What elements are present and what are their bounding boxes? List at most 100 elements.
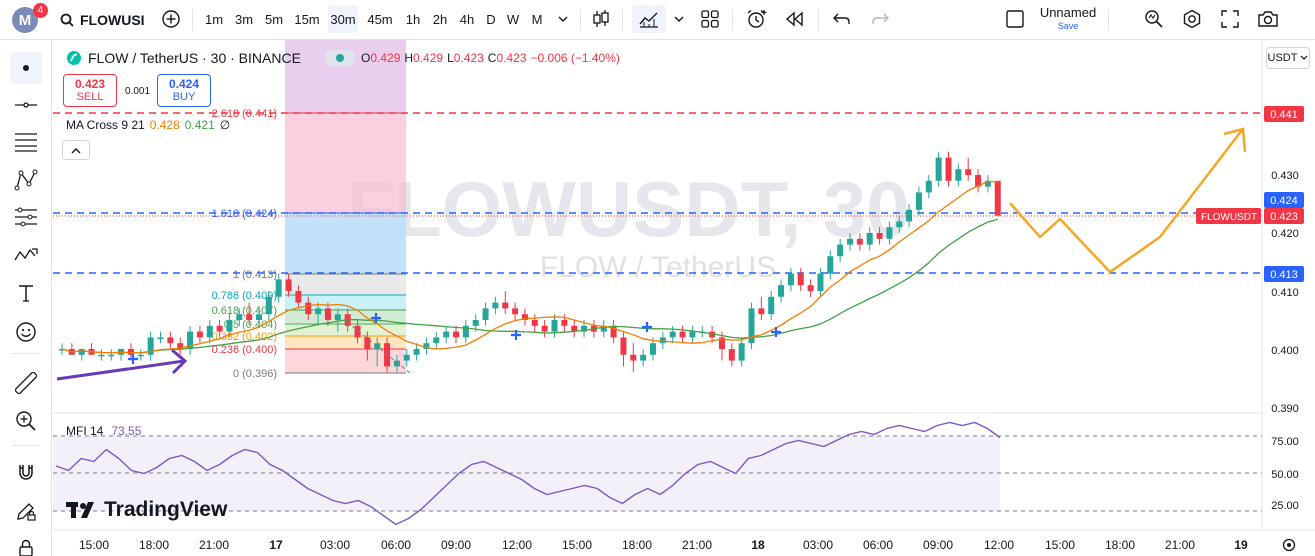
interval-45m[interactable]: 45m	[367, 11, 393, 27]
interval-1m[interactable]: 1m	[204, 11, 224, 27]
purple-trend-arrow[interactable]	[56, 348, 188, 381]
mfi-legend[interactable]: MFI 14 73.55	[66, 424, 141, 438]
interval-3m[interactable]: 3m	[234, 11, 254, 27]
magnet-icon	[19, 465, 33, 480]
candle	[837, 238, 844, 262]
price-axis[interactable]: 0.430 0.420 0.410 0.400 0.390	[1271, 170, 1299, 415]
interval-D[interactable]: D	[486, 11, 496, 27]
candle	[88, 343, 95, 355]
candle	[965, 157, 972, 181]
candle	[787, 267, 794, 291]
interval-dropdown[interactable]	[553, 0, 573, 38]
alert-button[interactable]	[742, 0, 772, 38]
interval-W[interactable]: W	[506, 11, 520, 27]
time-axis[interactable]: 15:00 18:00 21:00 17 03:00 06:00 09:00 12:00 15:…	[79, 538, 1248, 552]
ma-cross-legend[interactable]: MA Cross 9 21 0.428 0.421 ∅	[66, 118, 230, 132]
candle	[413, 343, 420, 361]
layouts-button[interactable]	[696, 0, 724, 38]
magnet-tool[interactable]	[10, 456, 42, 488]
text-icon	[19, 285, 33, 302]
symbol-legend[interactable]: FLOW / TetherUS · 30 · BINANCE	[66, 50, 355, 66]
interval-4h[interactable]: 4h	[459, 11, 475, 27]
interval-15m[interactable]: 15m	[294, 11, 320, 27]
stay-drawing-tool[interactable]	[10, 495, 42, 527]
layout-save-label: Save	[1057, 21, 1079, 31]
candle-body	[472, 320, 479, 326]
pattern-tool[interactable]	[10, 164, 42, 196]
measure-tool[interactable]	[10, 367, 42, 399]
collapse-legend-button[interactable]	[62, 140, 90, 160]
ma-fast-value: 0.428	[149, 118, 180, 132]
trend-line-tool[interactable]	[10, 89, 42, 121]
candle	[78, 349, 85, 361]
candle	[502, 291, 509, 315]
cross-marker	[511, 330, 521, 340]
candle	[492, 296, 499, 315]
interval-5m[interactable]: 5m	[264, 11, 284, 27]
prediction-tool[interactable]	[10, 201, 42, 233]
interval-2h[interactable]: 2h	[432, 11, 448, 27]
fib-trend-line[interactable]	[346, 321, 411, 374]
lock-tool[interactable]	[10, 532, 42, 556]
compare-symbol-button[interactable]	[158, 0, 184, 38]
candle-body	[827, 256, 834, 274]
toolbar-divider	[12, 445, 40, 446]
fib-zone-0786	[285, 295, 406, 310]
bar-style-button[interactable]	[588, 0, 614, 38]
dot-cursor-icon	[23, 65, 29, 71]
icon-tool[interactable]	[10, 316, 42, 348]
fib-level-label: 1 (0.413)	[233, 269, 277, 281]
toolbar-divider	[622, 9, 623, 31]
cross-marker	[371, 313, 381, 323]
fib-tool[interactable]	[10, 126, 42, 158]
candle-body	[925, 180, 932, 193]
fib-retracement[interactable]: 2.618 (0.441)1.618 (0.424)1 (0.413)0.786…	[212, 40, 406, 380]
snapshot-button[interactable]	[1254, 0, 1282, 38]
symbol-search-button[interactable]: FLOWUSI	[60, 8, 145, 32]
indicators-button[interactable]	[632, 5, 666, 33]
redo-button[interactable]	[866, 0, 894, 38]
candle	[866, 227, 873, 251]
select-layout-checkbox[interactable]	[1002, 0, 1028, 38]
price-tick: 0.420	[1271, 228, 1299, 240]
projection-path[interactable]	[1009, 127, 1247, 274]
candle-body	[551, 320, 558, 332]
candle-body	[68, 349, 75, 355]
quick-search-button[interactable]	[1140, 0, 1168, 38]
cursor-tool[interactable]	[10, 52, 42, 84]
buy-button[interactable]: 0.424 BUY	[157, 74, 211, 107]
indicators-dropdown[interactable]	[670, 0, 688, 38]
zoom-tool[interactable]	[10, 405, 42, 437]
interval-1h[interactable]: 1h	[405, 11, 421, 27]
currency-dropdown[interactable]: USDT	[1266, 47, 1310, 69]
candle-body	[236, 314, 243, 320]
fullscreen-button[interactable]	[1216, 0, 1244, 38]
brush-tool[interactable]	[10, 239, 42, 271]
candle	[669, 325, 676, 344]
sell-button[interactable]: 0.423 SELL	[63, 74, 117, 107]
tv-logo-icon	[66, 502, 94, 518]
time-tick: 19	[1234, 538, 1248, 552]
candle	[659, 331, 666, 349]
candle	[285, 273, 292, 297]
square-icon	[1006, 10, 1024, 28]
interval-30m[interactable]: 30m	[328, 5, 358, 33]
settings-button[interactable]	[1178, 0, 1206, 38]
time-axis-settings[interactable]	[1282, 538, 1296, 552]
candle	[718, 331, 725, 361]
replay-button[interactable]	[780, 0, 810, 38]
candle-body	[59, 349, 65, 351]
chevron-up-icon	[71, 147, 81, 153]
interval-M[interactable]: M	[531, 11, 543, 27]
tradingview-logo[interactable]: TradingView	[66, 498, 227, 522]
symbol-title: FLOW / TetherUS · 30 · BINANCE	[88, 50, 301, 66]
text-tool[interactable]	[10, 277, 42, 309]
layout-name-button[interactable]: Unnamed Save	[1036, 6, 1100, 32]
candle-body	[797, 273, 804, 286]
mfi-axis[interactable]: 75.00 50.00 25.00	[1271, 436, 1299, 512]
trend-arrow-line	[56, 359, 185, 381]
fib-level-lines: 2.618 (0.441)1.618 (0.424)1 (0.413)0.786…	[212, 108, 406, 380]
undo-button[interactable]	[828, 0, 856, 38]
candle	[68, 343, 75, 355]
candle	[157, 331, 164, 344]
